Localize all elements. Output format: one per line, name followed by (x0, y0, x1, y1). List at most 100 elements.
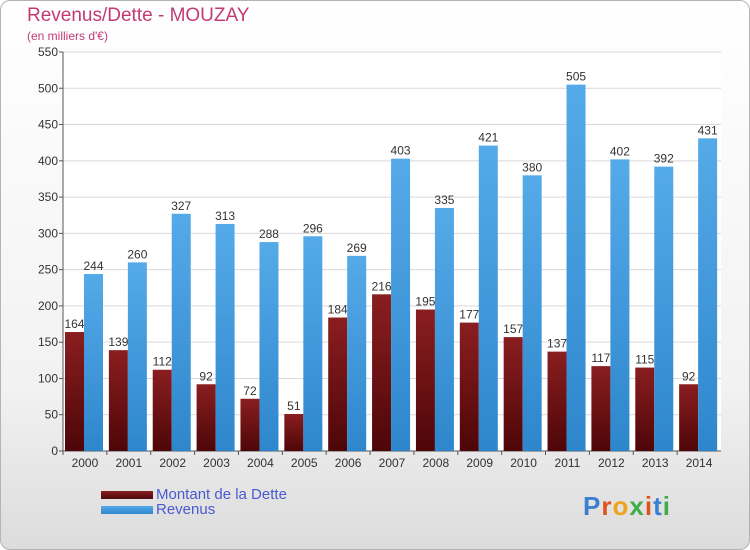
data-label-dette: 137 (547, 337, 567, 351)
y-tick-label: 450 (38, 118, 58, 132)
bar-dette (196, 384, 216, 451)
bar-revenus (391, 158, 411, 451)
data-label-dette: 184 (328, 303, 348, 317)
bar-revenus (610, 159, 630, 451)
bar-revenus (347, 255, 367, 451)
data-label-revenus: 296 (303, 221, 323, 235)
data-label-revenus: 505 (566, 70, 586, 84)
logo-letter: r (601, 491, 613, 521)
x-tick-label: 2014 (686, 456, 713, 470)
y-tick-label: 150 (38, 335, 58, 349)
data-label-dette: 216 (372, 279, 392, 293)
data-label-revenus: 392 (654, 152, 674, 166)
bar-dette (108, 350, 128, 451)
data-label-revenus: 313 (215, 209, 235, 223)
logo-letter: t (653, 491, 663, 521)
x-tick-label: 2008 (423, 456, 450, 470)
chart-title: Revenus/Dette - MOUZAY (27, 5, 250, 26)
data-label-dette: 117 (591, 351, 610, 365)
data-label-revenus: 421 (478, 131, 498, 145)
chart-subtitle: (en milliers d'€) (27, 29, 108, 43)
proxiti-logo: Proxiti (583, 491, 671, 522)
x-tick-label: 2002 (159, 456, 186, 470)
bar-dette (547, 351, 567, 451)
data-label-dette: 112 (153, 355, 172, 369)
data-label-revenus: 244 (83, 259, 103, 273)
y-tick-label: 200 (38, 299, 58, 313)
legend-swatch-dette (101, 491, 153, 499)
x-tick-label: 2005 (291, 456, 318, 470)
y-tick-label: 100 (38, 371, 58, 385)
logo-letter: i (662, 491, 671, 521)
y-tick-label: 50 (45, 408, 59, 422)
data-label-revenus: 269 (347, 241, 367, 255)
logo-letter: P (583, 491, 602, 521)
bar-dette (372, 294, 392, 451)
data-label-dette: 164 (64, 317, 84, 331)
data-label-revenus: 288 (259, 227, 279, 241)
x-tick-label: 2007 (379, 456, 406, 470)
bar-dette (65, 332, 84, 451)
data-label-dette: 92 (682, 369, 696, 383)
bar-revenus (215, 223, 235, 451)
data-label-revenus: 403 (391, 144, 411, 158)
bar-revenus (566, 84, 586, 452)
data-label-dette: 115 (635, 353, 654, 367)
logo-letter: o (612, 491, 630, 521)
y-tick-label: 300 (38, 226, 58, 240)
bar-revenus (303, 236, 323, 451)
x-tick-label: 2011 (555, 456, 581, 470)
data-label-dette: 139 (108, 335, 128, 349)
y-tick-label: 250 (38, 263, 58, 277)
legend-label-revenus: Revenus (156, 501, 216, 518)
data-label-dette: 51 (287, 399, 301, 413)
bar-dette (240, 398, 260, 451)
data-label-revenus: 431 (698, 123, 718, 137)
bar-revenus (259, 242, 279, 451)
bar-revenus (171, 213, 191, 451)
bar-revenus (84, 273, 103, 451)
bar-dette (635, 367, 655, 451)
x-tick-label: 2004 (247, 456, 274, 470)
y-tick-label: 400 (38, 154, 58, 168)
bar-dette (503, 337, 523, 451)
x-tick-label: 2001 (115, 456, 142, 470)
data-label-revenus: 327 (171, 199, 191, 213)
y-tick-label: 500 (38, 81, 58, 95)
x-tick-label: 2013 (642, 456, 669, 470)
bar-revenus (654, 166, 674, 451)
data-label-dette: 177 (459, 308, 479, 322)
data-label-revenus: 402 (610, 144, 630, 158)
bar-dette (459, 322, 479, 451)
bar-revenus (127, 262, 147, 451)
bar-dette (328, 317, 348, 451)
bar-revenus (698, 138, 718, 451)
x-tick-label: 2000 (72, 456, 99, 470)
bar-dette (152, 369, 172, 451)
data-label-revenus: 380 (522, 160, 542, 174)
bar-revenus (478, 145, 498, 452)
data-label-dette: 195 (415, 295, 435, 309)
logo-letter: i (644, 491, 654, 521)
data-label-dette: 157 (503, 322, 523, 336)
bar-dette (415, 309, 435, 451)
x-tick-label: 2003 (203, 456, 230, 470)
bar-dette (284, 414, 304, 451)
y-tick-label: 350 (38, 190, 58, 204)
x-tick-label: 2010 (510, 456, 537, 470)
legend-swatch-revenus (101, 506, 153, 514)
bar-revenus (434, 207, 454, 451)
x-tick-label: 2006 (335, 456, 362, 470)
bar-dette (679, 384, 699, 451)
x-tick-label: 2012 (598, 456, 625, 470)
bar-dette (591, 366, 611, 451)
logo-letter: x (629, 491, 645, 521)
legend-label-dette: Montant de la Dette (156, 486, 287, 503)
bar-revenus (522, 175, 542, 451)
x-tick-label: 2009 (466, 456, 493, 470)
y-tick-label: 550 (38, 45, 58, 59)
data-label-revenus: 335 (434, 193, 454, 207)
y-tick-label: 0 (51, 444, 58, 458)
